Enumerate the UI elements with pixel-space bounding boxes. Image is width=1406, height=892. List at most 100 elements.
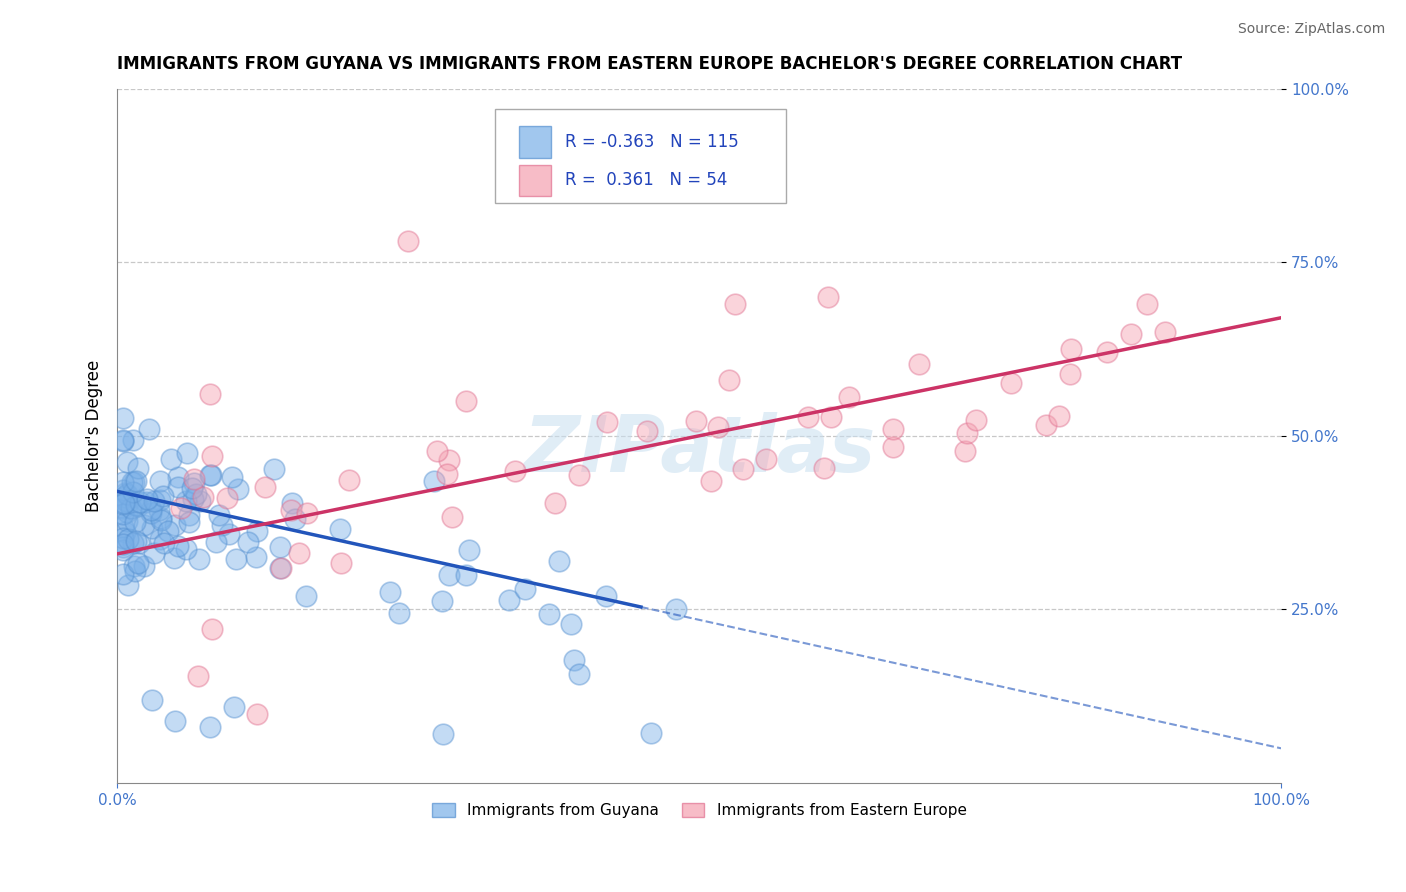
FancyBboxPatch shape [519, 127, 551, 158]
Point [1059, 367, 1081, 381]
Point [636, 424, 658, 438]
Point [432, 727, 454, 741]
Point [437, 453, 460, 467]
Point [149, 474, 172, 488]
Point [198, 468, 221, 483]
Point [129, 495, 152, 509]
Point [176, 446, 198, 460]
Point [218, 526, 240, 541]
Point [174, 494, 197, 508]
Point [280, 503, 302, 517]
Point [124, 515, 146, 529]
Point [882, 440, 904, 454]
Point [204, 534, 226, 549]
Point [1136, 297, 1159, 311]
Point [201, 449, 224, 463]
Point [640, 725, 662, 739]
Point [253, 480, 276, 494]
Point [437, 568, 460, 582]
Point [111, 566, 134, 581]
Text: IMMIGRANTS FROM GUYANA VS IMMIGRANTS FROM EASTERN EUROPE BACHELOR'S DEGREE CORRE: IMMIGRANTS FROM GUYANA VS IMMIGRANTS FRO… [117, 55, 1182, 73]
Point [183, 472, 205, 486]
Point [1000, 376, 1022, 390]
Point [122, 433, 145, 447]
Point [685, 414, 707, 428]
Point [127, 461, 149, 475]
Point [953, 444, 976, 458]
FancyBboxPatch shape [495, 110, 786, 203]
Point [124, 533, 146, 548]
Point [560, 616, 582, 631]
Point [177, 515, 200, 529]
Point [396, 235, 419, 249]
Point [153, 536, 176, 550]
Point [245, 549, 267, 564]
Point [269, 561, 291, 575]
Point [188, 552, 211, 566]
Point [165, 714, 187, 728]
Point [817, 290, 839, 304]
Point [127, 499, 149, 513]
Point [112, 483, 135, 497]
Point [111, 433, 134, 447]
Point [665, 602, 688, 616]
Point [246, 524, 269, 539]
Point [1059, 343, 1081, 357]
Point [111, 536, 134, 550]
Text: R = -0.363   N = 115: R = -0.363 N = 115 [565, 133, 740, 151]
Point [167, 539, 190, 553]
Point [236, 535, 259, 549]
Point [263, 461, 285, 475]
Point [112, 490, 135, 504]
Point [115, 505, 138, 519]
Point [111, 475, 134, 490]
Point [111, 507, 134, 521]
Point [127, 556, 149, 570]
Point [200, 622, 222, 636]
Point [156, 524, 179, 539]
Point [595, 589, 617, 603]
Point [733, 461, 755, 475]
Point [111, 501, 134, 516]
Point [226, 482, 249, 496]
Point [138, 421, 160, 435]
Point [423, 474, 446, 488]
Legend: Immigrants from Guyana, Immigrants from Eastern Europe: Immigrants from Guyana, Immigrants from … [426, 797, 973, 824]
Point [537, 607, 560, 622]
Point [200, 721, 222, 735]
Point [170, 501, 193, 516]
Point [458, 543, 481, 558]
Point [143, 546, 166, 560]
Point [503, 464, 526, 478]
Text: ZIPatlas: ZIPatlas [523, 412, 876, 488]
Point [820, 409, 842, 424]
Point [111, 531, 134, 545]
Point [149, 492, 172, 507]
Point [441, 509, 464, 524]
Point [142, 494, 165, 508]
Point [200, 468, 222, 483]
Point [135, 495, 157, 509]
Point [114, 485, 136, 500]
Point [115, 493, 138, 508]
Text: Source: ZipAtlas.com: Source: ZipAtlas.com [1237, 22, 1385, 37]
Text: R =  0.361   N = 54: R = 0.361 N = 54 [565, 171, 728, 189]
Point [177, 508, 200, 522]
Point [141, 692, 163, 706]
Point [1153, 325, 1175, 339]
Point [111, 540, 134, 554]
Point [134, 558, 156, 573]
Point [122, 559, 145, 574]
Point [269, 541, 291, 555]
Point [436, 467, 458, 482]
Point [908, 357, 931, 371]
Point [544, 496, 567, 510]
Point [221, 470, 243, 484]
Point [163, 550, 186, 565]
Point [270, 561, 292, 575]
Point [456, 394, 478, 409]
Point [1035, 418, 1057, 433]
Point [139, 506, 162, 520]
Point [124, 565, 146, 579]
Point [330, 557, 353, 571]
